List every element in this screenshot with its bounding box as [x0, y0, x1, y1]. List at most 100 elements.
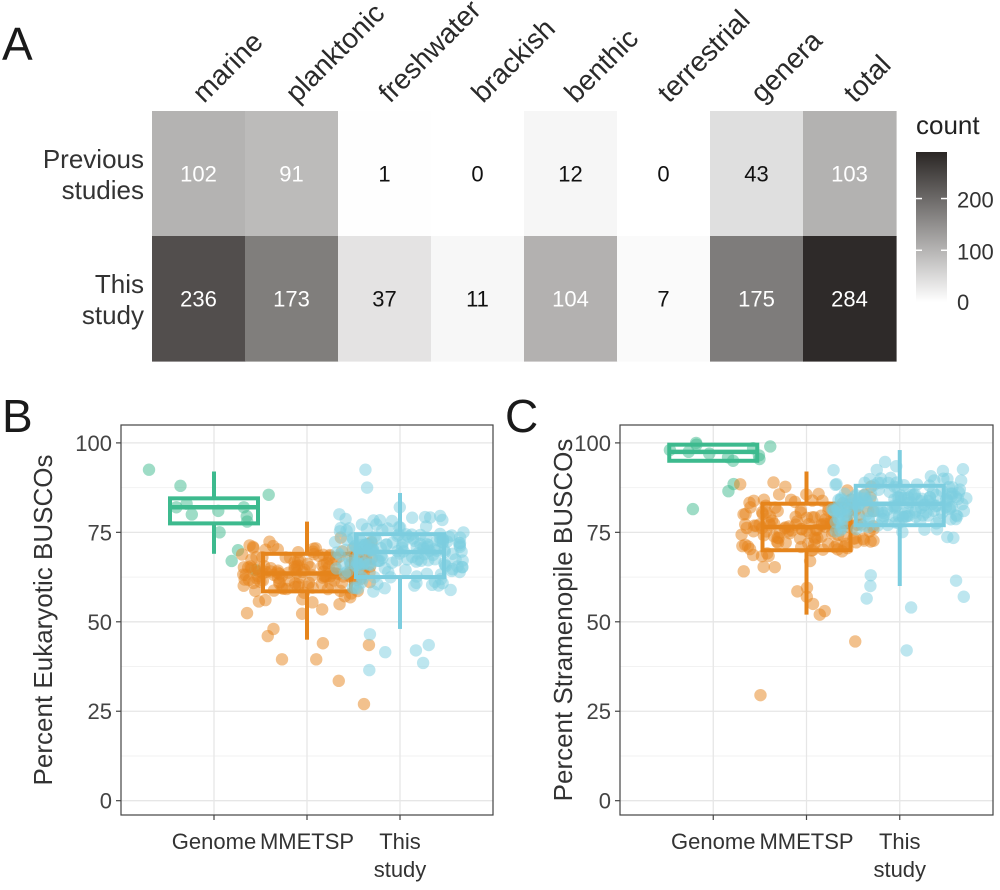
heatmap-cell: [245, 111, 339, 237]
heatmap-cell: [431, 111, 525, 237]
data-point: [772, 488, 786, 501]
heatmap-cell: [338, 111, 432, 237]
data-point: [755, 549, 769, 563]
data-point: [422, 554, 435, 567]
data-point: [330, 546, 344, 559]
x-tick-label: Genome: [172, 829, 256, 854]
data-point: [771, 504, 784, 518]
data-point: [240, 606, 254, 620]
data-point: [734, 478, 747, 491]
data-point: [307, 542, 320, 555]
column-label: total: [837, 49, 896, 108]
data-point: [444, 583, 457, 597]
data-point: [399, 563, 412, 577]
boxplot-stramenopile: 0 25 50 75 100 Genome MMETSP This study Percent S…: [548, 424, 994, 882]
data-point: [838, 508, 851, 522]
cell-value: 11: [466, 287, 489, 312]
data-point: [355, 518, 369, 531]
data-point: [358, 556, 371, 570]
data-point: [275, 653, 289, 666]
legend-colorbar: [916, 152, 947, 302]
y-tick-label: 100: [75, 431, 112, 456]
row-label: This: [95, 269, 144, 299]
cell-value: 1: [378, 162, 390, 187]
data-point: [332, 674, 345, 688]
cell-value: 7: [657, 287, 669, 312]
data-point: [406, 511, 419, 524]
data-point: [857, 534, 871, 547]
cell-value: 91: [279, 162, 303, 187]
box: [168, 496, 260, 526]
heatmap-cell: [710, 236, 804, 362]
legend-tick-label: 100: [957, 239, 994, 264]
data-point: [409, 644, 423, 657]
data-point: [416, 656, 430, 670]
column-label: freshwater: [372, 0, 486, 108]
data-point: [363, 628, 377, 641]
data-point: [905, 488, 918, 502]
data-point: [916, 509, 930, 522]
data-point: [360, 481, 374, 494]
x-tick-label: study: [873, 857, 926, 882]
data-point: [794, 503, 807, 517]
box: [354, 532, 446, 580]
data-point: [923, 490, 937, 504]
data-point: [835, 519, 849, 532]
y-axis-label: Percent Eukaryotic BUSCOs: [28, 455, 58, 786]
data-point: [316, 637, 330, 650]
data-point: [956, 463, 970, 476]
cell-value: 173: [273, 287, 310, 312]
data-point: [340, 524, 353, 537]
heatmap-cell: [338, 236, 432, 362]
data-point: [737, 565, 750, 578]
data-point: [864, 569, 877, 582]
data-point: [743, 496, 756, 509]
data-point: [783, 527, 796, 540]
plot-border: [120, 424, 494, 816]
data-point: [793, 532, 807, 545]
heatmap-cell: [524, 111, 618, 237]
x-tick-label: This: [379, 829, 421, 854]
data-point: [367, 585, 380, 598]
panel-label-a: A: [2, 18, 33, 70]
data-point: [362, 638, 376, 652]
y-tick-label: 50: [88, 610, 112, 635]
cell-value: 37: [372, 287, 396, 312]
cell-value: 104: [552, 287, 589, 312]
x-tick-label: MMETSP: [260, 829, 354, 854]
data-point: [185, 508, 199, 521]
data-point: [952, 486, 966, 499]
data-point: [954, 474, 968, 487]
data-point: [288, 577, 302, 590]
data-point: [333, 508, 346, 521]
x-tick-label: This: [879, 829, 921, 854]
legend-tick-label: 0: [957, 290, 969, 315]
data-point: [924, 470, 938, 483]
cell-value: 12: [558, 162, 582, 187]
y-tick-label: 0: [599, 789, 611, 814]
data-point: [385, 556, 399, 569]
heatmap-cell: [617, 236, 711, 362]
data-point: [453, 531, 467, 544]
data-point: [243, 539, 256, 552]
plot-border: [619, 424, 994, 816]
data-point: [408, 534, 421, 548]
data-point: [949, 574, 963, 587]
data-point: [357, 697, 371, 711]
y-tick-label: 75: [88, 520, 112, 545]
row-label: Previous: [43, 144, 144, 174]
data-point: [754, 688, 767, 702]
y-tick-label: 50: [587, 610, 611, 635]
data-point: [174, 479, 187, 493]
data-point: [379, 646, 392, 659]
y-tick-label: 100: [574, 431, 611, 456]
heatmap-cell: [152, 111, 246, 237]
y-tick-label: 25: [88, 699, 112, 724]
data-point: [213, 526, 226, 539]
row-label: study: [82, 300, 144, 330]
data-point: [897, 511, 910, 524]
data-point: [359, 463, 372, 476]
data-point: [302, 576, 316, 589]
data-point: [818, 604, 831, 618]
cell-value: 236: [180, 287, 217, 312]
